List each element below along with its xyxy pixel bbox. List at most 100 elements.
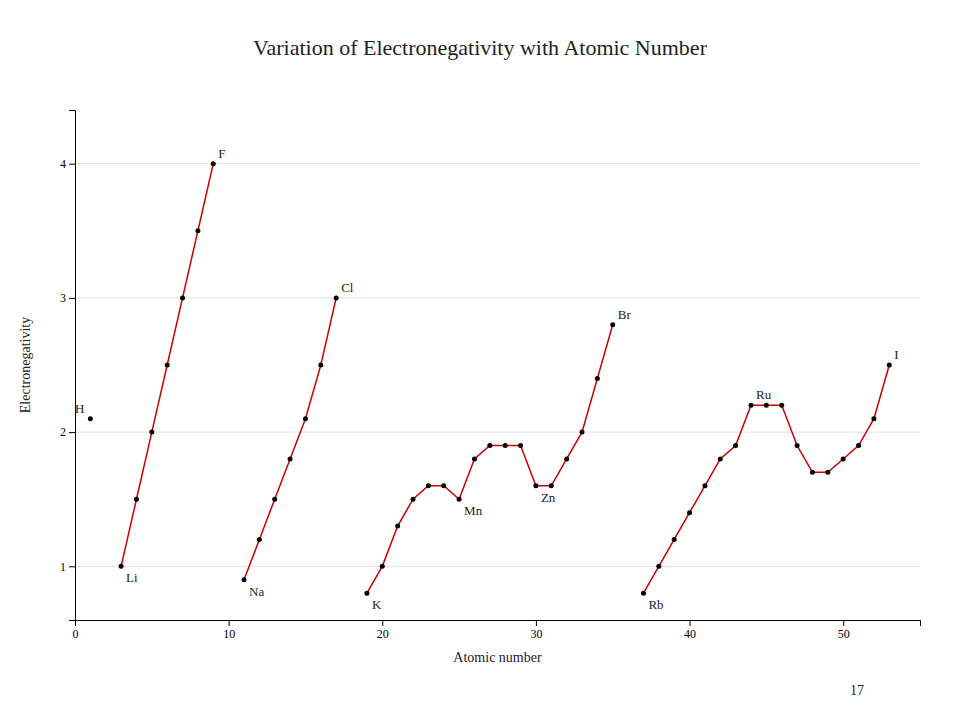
x-axis: 01020304050 bbox=[73, 620, 921, 641]
point bbox=[672, 537, 677, 542]
point bbox=[764, 403, 769, 408]
tick: 2 bbox=[60, 425, 75, 439]
point bbox=[749, 403, 754, 408]
y-axis: 1 2 3 4 bbox=[60, 111, 76, 621]
tick-label: 3 bbox=[60, 291, 66, 305]
point bbox=[549, 483, 554, 488]
tick-mark bbox=[690, 620, 691, 626]
point bbox=[88, 416, 93, 421]
annotation: Zn bbox=[541, 490, 556, 505]
tick-mark bbox=[69, 298, 75, 299]
point bbox=[288, 456, 293, 461]
annotation: I bbox=[894, 347, 898, 362]
tick: 1 bbox=[60, 560, 75, 574]
point bbox=[318, 363, 323, 368]
page-number: 17 bbox=[850, 683, 864, 698]
point bbox=[733, 443, 738, 448]
point bbox=[334, 295, 339, 300]
point bbox=[610, 322, 615, 327]
tick-label: 40 bbox=[684, 627, 696, 641]
point bbox=[779, 403, 784, 408]
grid-line bbox=[75, 566, 920, 567]
tick-label: 1 bbox=[60, 560, 66, 574]
point bbox=[457, 497, 462, 502]
tick: 3 bbox=[60, 291, 75, 305]
annotation: K bbox=[372, 597, 382, 612]
tick-mark bbox=[382, 620, 383, 626]
plot: 010203040501234HLiFNaClKMnZnBrRbRuI bbox=[60, 111, 921, 641]
point bbox=[595, 376, 600, 381]
point bbox=[656, 564, 661, 569]
point bbox=[149, 430, 154, 435]
point bbox=[119, 564, 124, 569]
annotation: Mn bbox=[464, 503, 483, 518]
point bbox=[242, 577, 247, 582]
point bbox=[825, 470, 830, 475]
annotation: H bbox=[75, 401, 84, 416]
point bbox=[795, 443, 800, 448]
point bbox=[487, 443, 492, 448]
point bbox=[472, 456, 477, 461]
point bbox=[533, 483, 538, 488]
point bbox=[180, 295, 185, 300]
line bbox=[90, 164, 889, 593]
tick-label: 30 bbox=[530, 627, 542, 641]
tick: 30 bbox=[530, 620, 542, 641]
grid-line bbox=[75, 432, 920, 433]
grid-line bbox=[75, 297, 920, 298]
chart: 010203040501234HLiFNaClKMnZnBrRbRuIVaria… bbox=[0, 0, 960, 720]
tick-mark bbox=[69, 164, 75, 165]
point bbox=[134, 497, 139, 502]
point bbox=[303, 416, 308, 421]
x-axis-title: Atomic number bbox=[453, 650, 542, 665]
point bbox=[641, 591, 646, 596]
point bbox=[257, 537, 262, 542]
point bbox=[841, 456, 846, 461]
point bbox=[687, 510, 692, 515]
point bbox=[503, 443, 508, 448]
tick-label: 4 bbox=[60, 157, 66, 171]
point bbox=[165, 363, 170, 368]
point bbox=[441, 483, 446, 488]
axis-line bbox=[69, 111, 76, 621]
point bbox=[411, 497, 416, 502]
annotation: Rb bbox=[648, 597, 663, 612]
annotation: Na bbox=[249, 584, 264, 599]
annotation: Cl bbox=[341, 280, 354, 295]
point bbox=[887, 363, 892, 368]
tick: 4 bbox=[60, 157, 75, 171]
point bbox=[380, 564, 385, 569]
point bbox=[564, 456, 569, 461]
annotation: Ru bbox=[756, 387, 772, 402]
annotation: F bbox=[218, 146, 225, 161]
point bbox=[426, 483, 431, 488]
grid bbox=[75, 164, 920, 567]
point bbox=[364, 591, 369, 596]
tick-mark bbox=[69, 432, 75, 433]
marks bbox=[88, 161, 892, 595]
axis-line bbox=[76, 621, 921, 627]
point bbox=[395, 524, 400, 529]
tick-mark bbox=[69, 566, 75, 567]
tick-label: 2 bbox=[60, 425, 66, 439]
title: Variation of Electronegativity with Atom… bbox=[253, 35, 708, 60]
tick-label: 0 bbox=[73, 627, 79, 641]
annotation: Br bbox=[618, 307, 632, 322]
tick: 10 bbox=[223, 620, 235, 641]
tick: 40 bbox=[684, 620, 696, 641]
tick: 20 bbox=[377, 620, 389, 641]
tick-mark bbox=[229, 620, 230, 626]
tick-mark bbox=[843, 620, 844, 626]
point bbox=[272, 497, 277, 502]
point bbox=[810, 470, 815, 475]
point bbox=[856, 443, 861, 448]
y-axis-title: Electronegativity bbox=[18, 317, 33, 413]
point bbox=[580, 430, 585, 435]
point bbox=[195, 228, 200, 233]
tick: 0 bbox=[73, 620, 79, 641]
point bbox=[518, 443, 523, 448]
tick-label: 10 bbox=[223, 627, 235, 641]
point bbox=[871, 416, 876, 421]
point bbox=[211, 161, 216, 166]
point bbox=[702, 483, 707, 488]
